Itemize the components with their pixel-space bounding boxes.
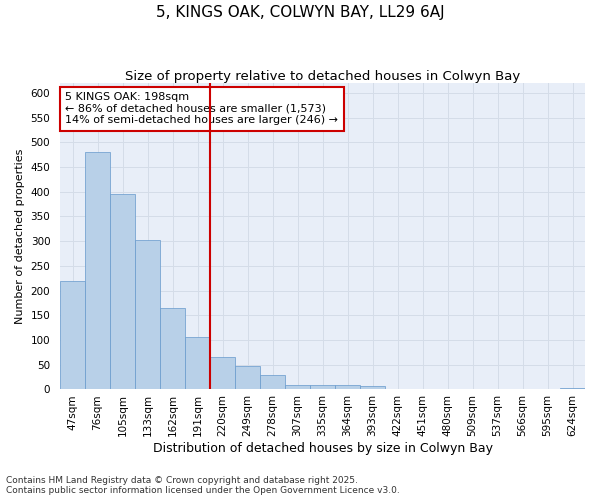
Bar xyxy=(260,374,285,390)
Bar xyxy=(560,388,585,390)
Bar xyxy=(335,384,360,390)
Bar xyxy=(285,384,310,390)
Text: Contains HM Land Registry data © Crown copyright and database right 2025.
Contai: Contains HM Land Registry data © Crown c… xyxy=(6,476,400,495)
Bar xyxy=(110,194,135,390)
Bar xyxy=(360,386,385,390)
Text: 5, KINGS OAK, COLWYN BAY, LL29 6AJ: 5, KINGS OAK, COLWYN BAY, LL29 6AJ xyxy=(155,5,445,20)
Title: Size of property relative to detached houses in Colwyn Bay: Size of property relative to detached ho… xyxy=(125,70,520,83)
Text: 5 KINGS OAK: 198sqm
← 86% of detached houses are smaller (1,573)
14% of semi-det: 5 KINGS OAK: 198sqm ← 86% of detached ho… xyxy=(65,92,338,126)
Bar xyxy=(85,152,110,390)
Y-axis label: Number of detached properties: Number of detached properties xyxy=(15,148,25,324)
X-axis label: Distribution of detached houses by size in Colwyn Bay: Distribution of detached houses by size … xyxy=(152,442,493,455)
Bar xyxy=(235,366,260,390)
Bar xyxy=(210,358,235,390)
Bar xyxy=(135,240,160,390)
Bar xyxy=(160,308,185,390)
Bar xyxy=(185,337,210,390)
Bar xyxy=(60,280,85,390)
Bar xyxy=(310,384,335,390)
